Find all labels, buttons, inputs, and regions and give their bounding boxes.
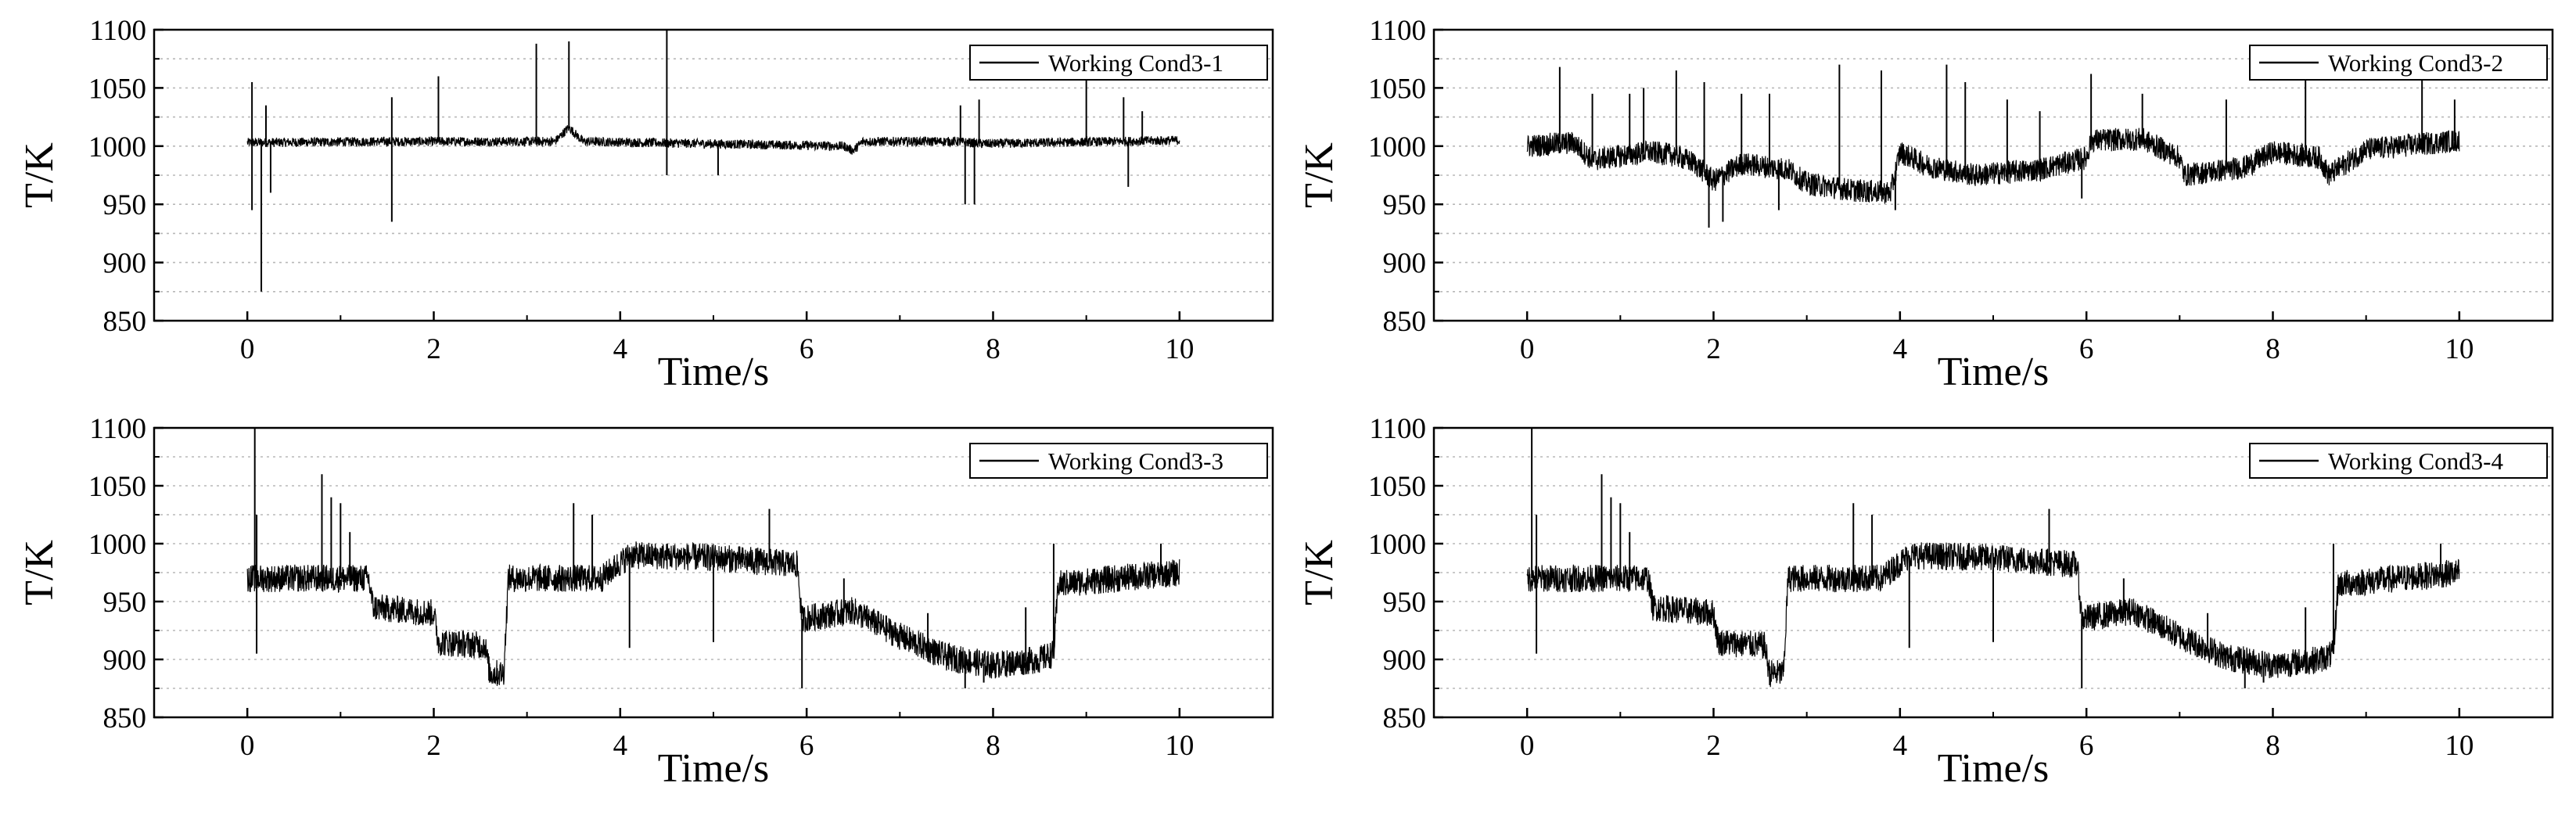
- y-tick-label: 950: [1383, 189, 1427, 221]
- x-tick-label: 2: [426, 333, 441, 365]
- x-tick-label: 10: [1165, 333, 1194, 365]
- y-axis-title: T/K: [1297, 540, 1342, 605]
- x-tick-label: 2: [1706, 730, 1721, 762]
- x-axis-title: Time/s: [1938, 746, 2050, 791]
- x-tick-label: 0: [1520, 333, 1535, 365]
- y-tick-label: 1050: [88, 471, 146, 503]
- y-axis-title: T/K: [17, 142, 62, 208]
- x-tick-label: 0: [240, 333, 255, 365]
- x-tick-label: 8: [2265, 333, 2280, 365]
- x-tick-label: 10: [1165, 730, 1194, 762]
- series-line: [1526, 542, 2460, 688]
- y-tick-label: 1000: [1368, 131, 1426, 163]
- y-tick-label: 1000: [88, 529, 146, 561]
- y-tick-label: 1050: [1368, 73, 1426, 105]
- y-tick-label: 850: [103, 702, 147, 735]
- legend-label: Working Cond3-1: [1048, 49, 1223, 77]
- y-tick-label: 850: [103, 306, 147, 338]
- series-line: [1526, 128, 2460, 204]
- x-axis-title: Time/s: [658, 746, 770, 791]
- legend-label: Working Cond3-3: [1048, 447, 1223, 475]
- y-tick-label: 1100: [89, 15, 146, 47]
- x-tick-label: 6: [799, 333, 814, 365]
- chart-panel-cond3-2: 850 900 950 1000 1050 1100 0 2 4 6 8 10 Time/s T/K Wor…: [1297, 15, 2554, 394]
- y-tick-label: 850: [1383, 306, 1427, 338]
- y-tick-label: 900: [103, 248, 147, 280]
- x-tick-label: 0: [240, 730, 255, 762]
- y-tick-label: 1000: [88, 131, 146, 163]
- y-tick-label: 900: [1383, 645, 1427, 677]
- chart-panel-cond3-4: 850 900 950 1000 1050 1100 0 2 4 6 8 10 Time/s T/K Wor…: [1297, 413, 2554, 791]
- y-axis-title: T/K: [17, 540, 62, 605]
- x-axis-title: Time/s: [658, 350, 770, 394]
- x-axis-title: Time/s: [1938, 350, 2050, 394]
- chart-panel-cond3-1: 850 900 950 1000 1050 1100 0 2 4 6 8 10 Time/s T/K Wor…: [17, 15, 1274, 394]
- y-tick-label: 950: [103, 189, 147, 221]
- x-tick-label: 10: [2445, 730, 2474, 762]
- legend-label: Working Cond3-2: [2328, 49, 2503, 77]
- series-line: [246, 124, 1180, 155]
- y-tick-label: 950: [103, 587, 147, 619]
- x-tick-label: 10: [2445, 333, 2474, 365]
- y-tick-label: 1100: [1369, 15, 1426, 47]
- x-tick-label: 8: [986, 730, 1001, 762]
- y-tick-label: 900: [103, 645, 147, 677]
- x-tick-label: 2: [426, 730, 441, 762]
- y-tick-label: 950: [1383, 587, 1427, 619]
- y-tick-label: 1000: [1368, 529, 1426, 561]
- x-tick-label: 2: [1706, 333, 1721, 365]
- x-tick-label: 4: [613, 333, 628, 365]
- x-tick-label: 4: [1893, 333, 1908, 365]
- x-tick-label: 0: [1520, 730, 1535, 762]
- y-tick-label: 1100: [89, 413, 146, 445]
- y-tick-label: 1100: [1369, 413, 1426, 445]
- series-line: [246, 541, 1180, 686]
- y-axis-title: T/K: [1297, 142, 1342, 208]
- x-tick-label: 6: [2079, 333, 2094, 365]
- x-tick-label: 4: [613, 730, 628, 762]
- x-tick-label: 8: [2265, 730, 2280, 762]
- x-tick-label: 4: [1893, 730, 1908, 762]
- y-tick-label: 1050: [1368, 471, 1426, 503]
- x-tick-label: 8: [986, 333, 1001, 365]
- chart-panel-cond3-3: 850 900 950 1000 1050 1100 0 2 4 6 8 10 Time/s T/K Wor…: [17, 413, 1274, 791]
- y-tick-label: 1050: [88, 73, 146, 105]
- x-tick-label: 6: [799, 730, 814, 762]
- y-tick-label: 900: [1383, 248, 1427, 280]
- legend-label: Working Cond3-4: [2328, 447, 2503, 475]
- x-tick-label: 6: [2079, 730, 2094, 762]
- y-tick-label: 850: [1383, 702, 1427, 735]
